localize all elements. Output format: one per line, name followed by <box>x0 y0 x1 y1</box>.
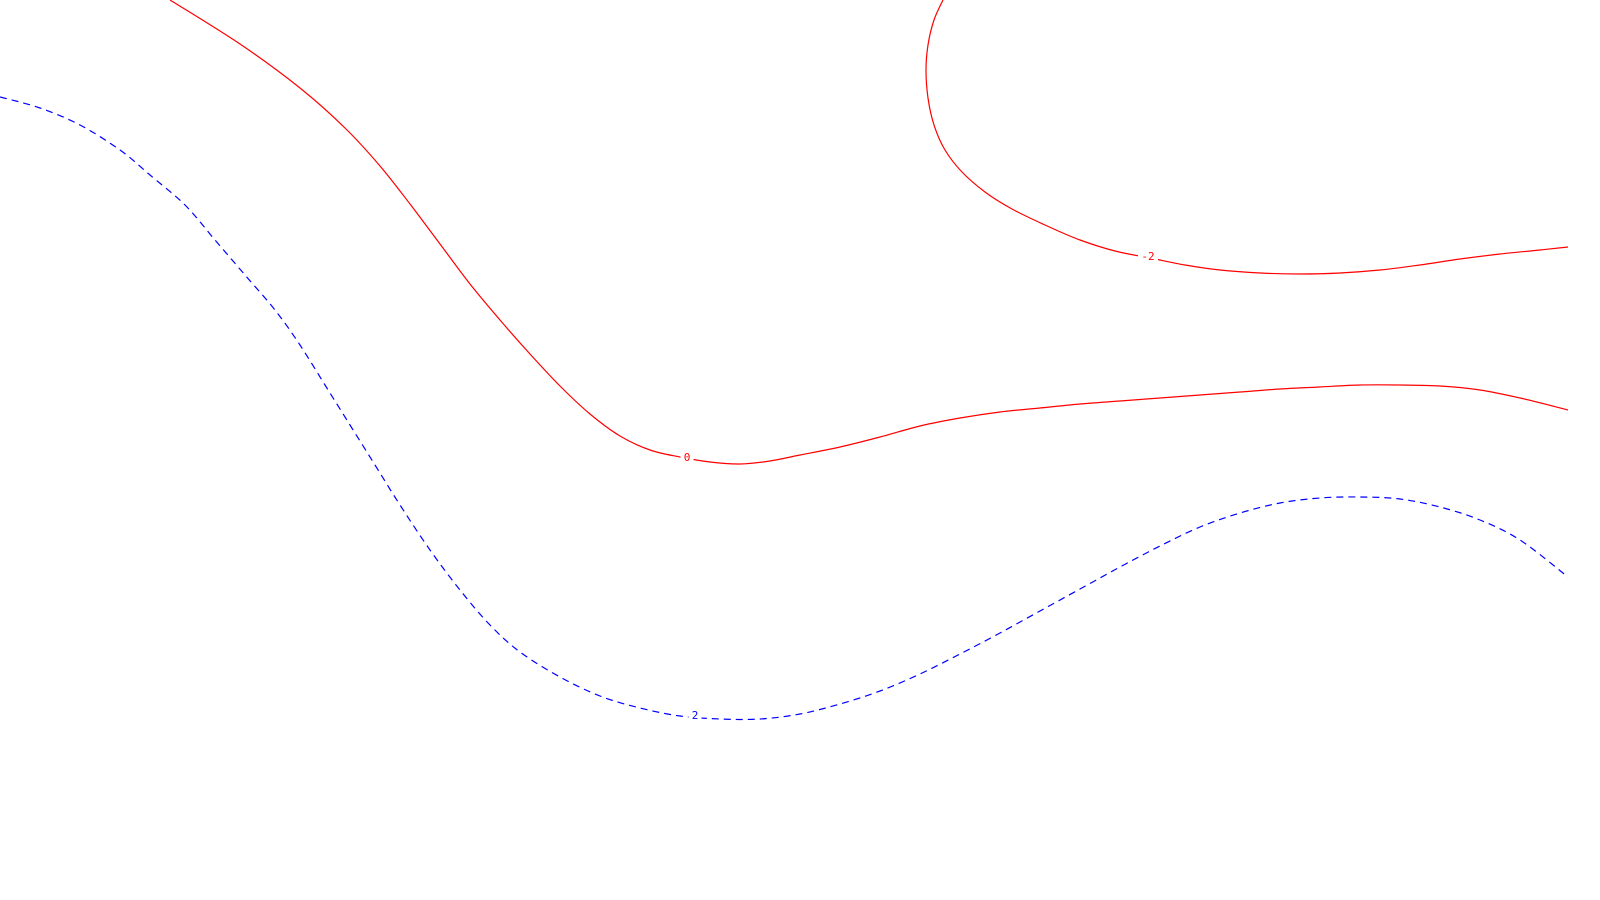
contour-line-level-neg2 <box>925 0 1569 275</box>
contour-label-background <box>1138 250 1158 264</box>
contour-label: -2 <box>1141 250 1154 263</box>
contour-line-level-2 <box>0 96 1569 721</box>
contour-label: 2 <box>692 709 699 722</box>
contour-label: 0 <box>684 451 691 464</box>
contour-labels: 0 -2 2 <box>680 250 1158 723</box>
contour-line-level-0 <box>169 0 1569 465</box>
contour-lines <box>0 0 1569 721</box>
contour-label-background <box>688 709 702 723</box>
contour-label-background <box>680 451 694 465</box>
